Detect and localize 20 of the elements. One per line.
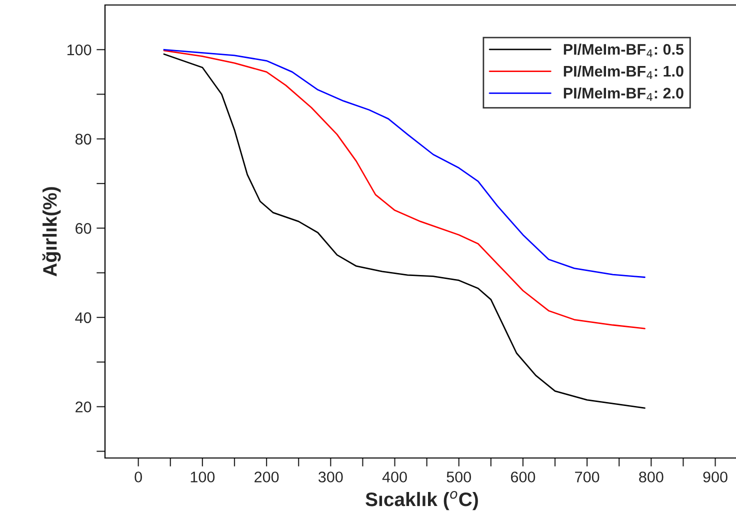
x-tick-label: 400 <box>382 472 407 482</box>
x-tick-label: 500 <box>446 472 472 482</box>
x-tick-label: 700 <box>575 472 600 482</box>
x-tick-label: 0 <box>134 472 142 482</box>
y-tick-label: 100 <box>67 44 92 56</box>
y-axis-title: Ağırlık(%) <box>42 187 61 276</box>
legend-label: PI/MeIm-BF$_{4}$: 1.0 <box>564 65 684 80</box>
x-tick-label: 900 <box>703 472 728 482</box>
x-tick-label: 200 <box>254 472 279 482</box>
y-tick-label: 40 <box>75 312 92 324</box>
y-tick-label: 80 <box>75 134 92 145</box>
x-tick-label: 800 <box>639 472 664 482</box>
y-tick-label: 20 <box>76 402 92 412</box>
legend-label: PI/MeIm-BF$_{4}$: 0.5 <box>564 44 684 58</box>
y-tick-label: 60 <box>76 223 92 234</box>
x-tick-label: 100 <box>190 472 215 482</box>
x-axis-title: Sıcaklık ($^{o}$C) <box>366 490 478 510</box>
legend-label: PI/MeIm-BF$_{4}$: 2.0 <box>564 87 684 101</box>
x-tick-label: 600 <box>511 472 536 482</box>
x-tick-label: 300 <box>318 472 343 482</box>
